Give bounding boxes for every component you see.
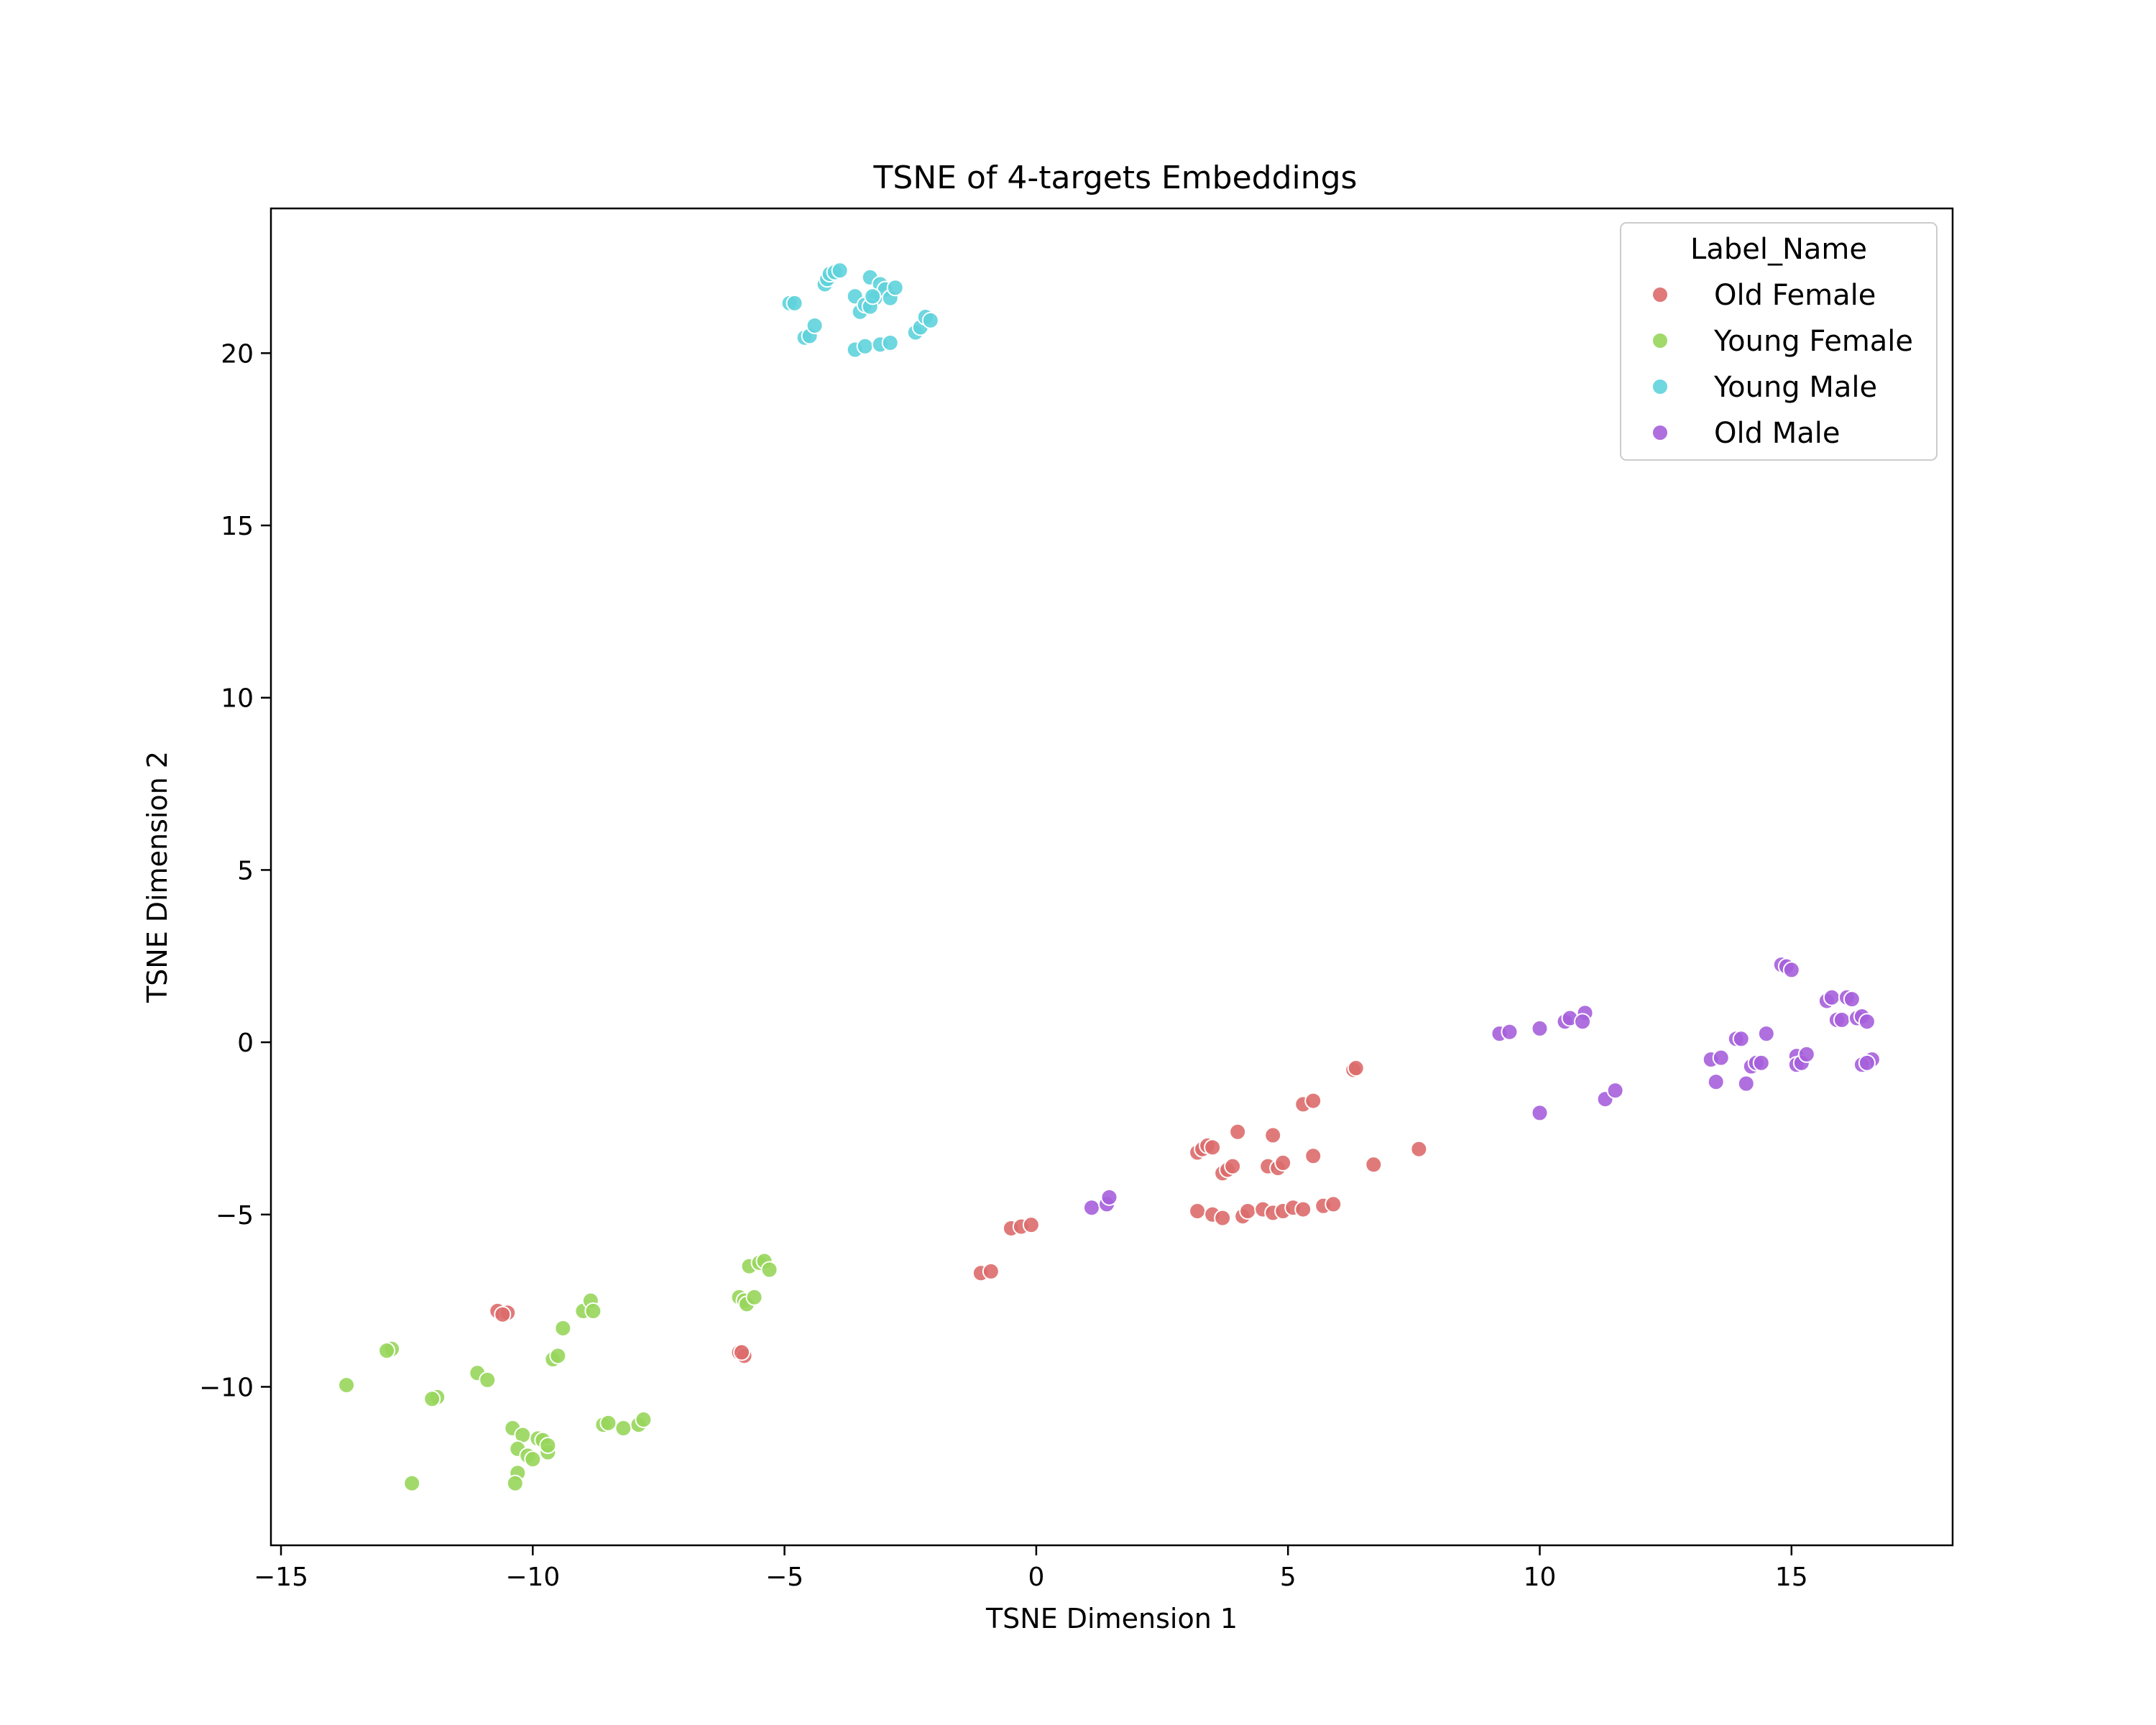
x-tick-label: −10 <box>505 1563 560 1592</box>
point-old-male <box>1737 1075 1755 1092</box>
point-old-male <box>1574 1013 1592 1031</box>
y-axis-label: TSNE Dimension 2 <box>142 751 173 1003</box>
point-young-male <box>806 316 824 334</box>
point-old-female <box>982 1262 1000 1280</box>
y-tick-label: −5 <box>216 1201 254 1230</box>
point-young-female <box>479 1371 497 1389</box>
point-old-female <box>1410 1140 1428 1158</box>
point-young-female <box>378 1342 396 1360</box>
point-old-female <box>494 1305 512 1323</box>
point-young-male <box>881 334 899 351</box>
point-old-male <box>1823 988 1841 1006</box>
point-old-male <box>1707 1073 1725 1091</box>
point-young-female <box>760 1261 778 1279</box>
point-old-female <box>1325 1195 1342 1213</box>
point-young-female <box>614 1420 632 1438</box>
legend-marker-old-female <box>1651 286 1669 303</box>
point-old-female <box>1274 1154 1292 1172</box>
point-young-male <box>831 262 849 280</box>
point-young-female <box>584 1302 602 1320</box>
point-old-female <box>1224 1157 1242 1175</box>
point-young-female <box>506 1474 524 1492</box>
y-axis: −10 −5 0 5 10 15 20 <box>199 339 271 1402</box>
point-old-male <box>1757 1025 1775 1043</box>
y-tick-label: 5 <box>237 856 254 886</box>
point-old-male <box>1858 1013 1876 1031</box>
point-old-male <box>1732 1030 1750 1048</box>
point-young-female <box>549 1347 567 1365</box>
point-old-female <box>1304 1092 1322 1110</box>
point-young-female <box>745 1288 763 1306</box>
y-tick-label: 15 <box>221 512 254 541</box>
point-old-female <box>1304 1147 1322 1165</box>
data-points <box>338 262 1881 1492</box>
point-young-female <box>554 1319 572 1337</box>
point-young-male <box>886 279 904 297</box>
point-old-female <box>1365 1156 1383 1174</box>
plot-frame <box>270 207 1954 1547</box>
point-old-male <box>1606 1082 1624 1100</box>
point-old-female <box>1214 1209 1232 1227</box>
point-young-female <box>599 1414 617 1432</box>
point-young-female <box>338 1376 356 1394</box>
x-tick-label: 10 <box>1524 1563 1557 1592</box>
y-tick-label: −10 <box>199 1373 254 1402</box>
point-old-female <box>733 1343 751 1361</box>
x-tick-label: 0 <box>1028 1563 1044 1592</box>
point-young-female <box>423 1390 441 1408</box>
point-old-female <box>1239 1202 1257 1220</box>
y-tick-label: 20 <box>221 339 254 369</box>
point-young-female <box>539 1436 557 1454</box>
point-old-female <box>1264 1126 1282 1144</box>
point-young-female <box>403 1474 421 1492</box>
point-old-male <box>1712 1049 1730 1067</box>
point-old-male <box>1501 1023 1519 1041</box>
point-old-male <box>1531 1019 1549 1037</box>
point-old-male <box>1843 990 1861 1008</box>
point-old-male <box>1752 1054 1770 1072</box>
y-tick-label: 0 <box>237 1029 254 1058</box>
point-old-female <box>1022 1216 1040 1234</box>
point-young-male <box>921 311 939 329</box>
legend-label-old-female: Old Female <box>1714 279 1876 312</box>
point-old-female <box>1294 1200 1312 1218</box>
plot-area <box>270 207 1954 1547</box>
point-old-female <box>1189 1202 1207 1220</box>
point-old-female <box>1229 1123 1247 1141</box>
point-old-male <box>1782 961 1800 979</box>
point-old-female <box>1347 1059 1365 1077</box>
y-tick-label: 10 <box>221 684 254 714</box>
legend-marker-old-male <box>1651 424 1669 441</box>
x-tick-label: 15 <box>1775 1563 1808 1592</box>
point-old-male <box>1797 1045 1815 1063</box>
legend-marker-young-male <box>1651 378 1669 395</box>
point-old-male <box>1100 1188 1118 1206</box>
legend-label-young-male: Young Male <box>1713 371 1877 404</box>
legend-entries: Old Female Young Female Young Male Old Male <box>1651 279 1913 450</box>
legend-box <box>1620 222 1938 461</box>
x-axis: −15 −10 −5 0 5 10 15 <box>254 1545 1808 1592</box>
legend-marker-young-female <box>1651 332 1669 349</box>
point-young-female <box>524 1450 542 1468</box>
point-old-female <box>1204 1138 1222 1156</box>
x-tick-label: −5 <box>765 1563 803 1592</box>
x-tick-label: −15 <box>254 1563 308 1592</box>
x-axis-label: TSNE Dimension 1 <box>985 1603 1238 1634</box>
point-old-male <box>1833 1011 1851 1029</box>
chart-title: TSNE of 4-targets Embeddings <box>873 160 1358 196</box>
legend: Label_Name Old Female Young Female Young M… <box>1620 222 1938 461</box>
point-old-male <box>1082 1199 1100 1217</box>
x-tick-label: 5 <box>1280 1563 1296 1592</box>
point-young-male <box>786 294 803 312</box>
legend-label-old-male: Old Male <box>1714 417 1840 450</box>
point-old-male <box>1858 1054 1876 1072</box>
point-old-male <box>1531 1104 1549 1122</box>
legend-label-young-female: Young Female <box>1713 325 1913 358</box>
point-young-male <box>864 288 882 305</box>
point-young-female <box>635 1411 653 1429</box>
legend-title: Label_Name <box>1690 233 1867 266</box>
point-young-male <box>856 337 874 355</box>
